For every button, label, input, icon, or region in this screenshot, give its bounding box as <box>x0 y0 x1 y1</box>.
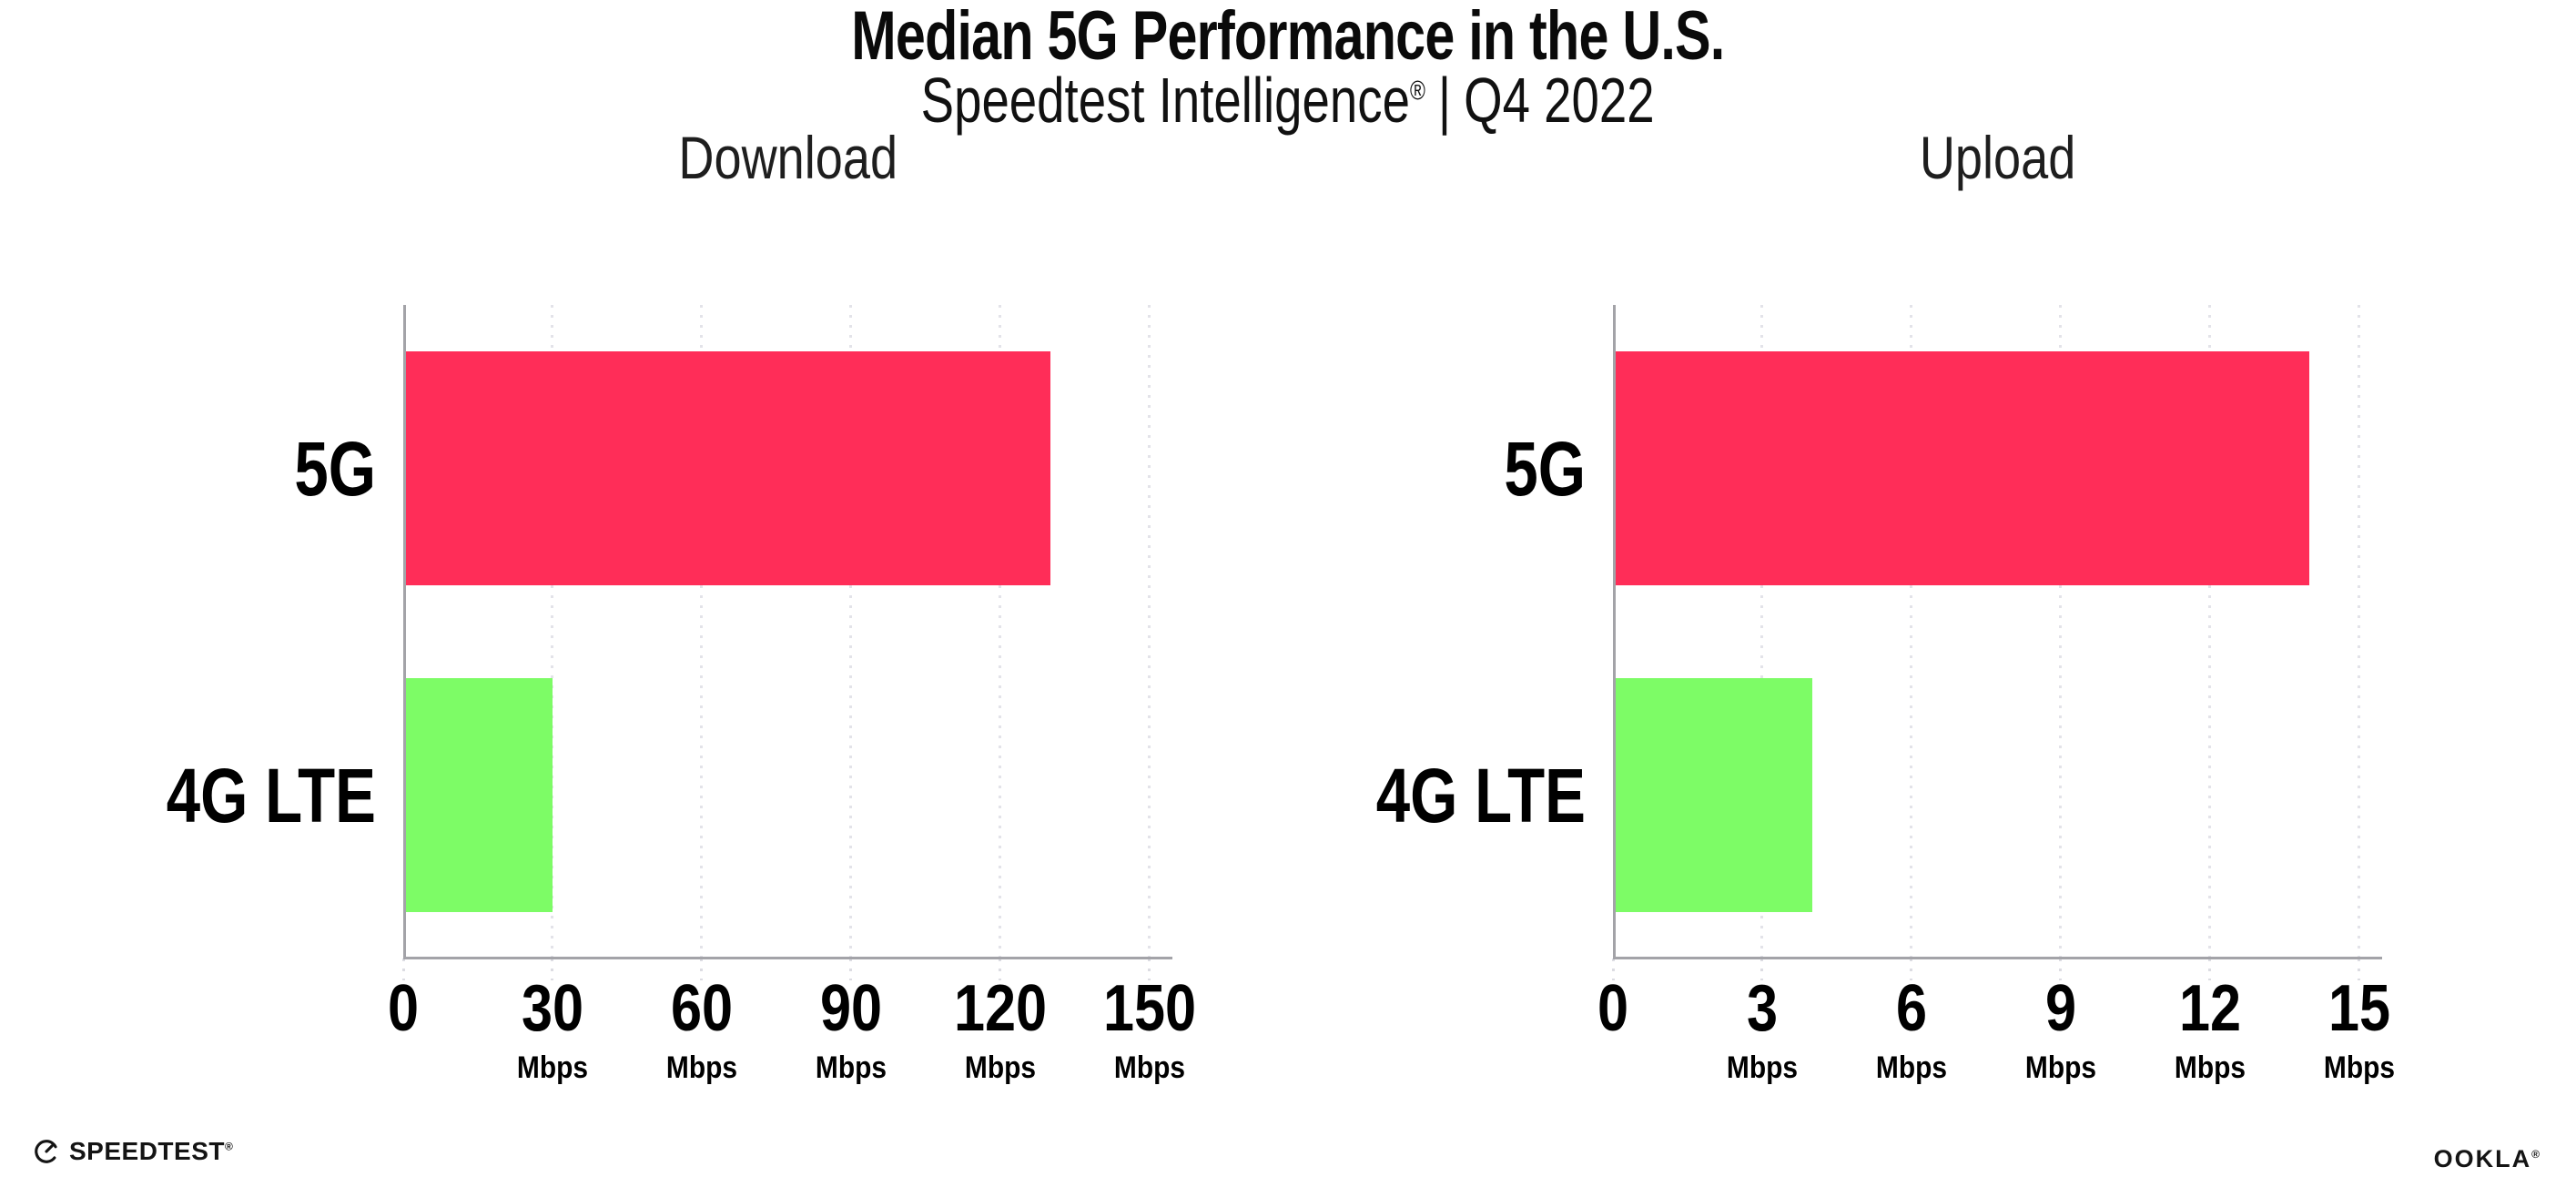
upload-tick-unit-9: Mbps <box>2024 1050 2097 1085</box>
upload-plot-area <box>1611 305 2382 980</box>
download-tick-label-30: 30 <box>521 972 584 1045</box>
download-tick-unit-30: Mbps <box>516 1050 589 1085</box>
download-tick-unit-90: Mbps <box>815 1050 887 1085</box>
download-category-label-5g: 5G <box>294 425 376 512</box>
chart-panel-upload: Upload 5G 4G LTE 0 3 Mbps 6 Mbps 9 Mbps 12 Mbps 15 Mb… <box>1376 0 2395 1197</box>
upload-tick-label-6: 6 <box>1895 972 1928 1045</box>
download-bar-5g <box>403 350 1050 585</box>
registered-mark: ® <box>1410 76 1426 107</box>
download-tick-label-60: 60 <box>670 972 734 1045</box>
upload-tick-mark-12 <box>2208 959 2212 980</box>
download-gridline-30 <box>551 305 554 959</box>
ookla-wordmark-text: OOKLA <box>2433 1145 2532 1172</box>
upload-gridline-9 <box>2059 305 2063 959</box>
download-tick-unit-120: Mbps <box>964 1050 1037 1085</box>
download-gridline-120 <box>999 305 1002 959</box>
download-category-label-4g-lte: 4G LTE <box>166 752 376 838</box>
upload-tick-unit-3: Mbps <box>1726 1050 1799 1085</box>
download-x-axis <box>403 957 1172 959</box>
subtitle-brand: Speedtest Intelligence <box>921 65 1411 136</box>
upload-tick-label-9: 9 <box>2044 972 2077 1045</box>
upload-category-label-4g-lte: 4G LTE <box>1375 752 1586 838</box>
speedtest-wordmark: SPEEDTEST® <box>69 1139 233 1164</box>
upload-tick-mark-6 <box>1910 959 1913 980</box>
download-tick-label-150: 150 <box>1102 972 1197 1045</box>
upload-bar-5g <box>1613 350 2310 585</box>
upload-tick-label-15: 15 <box>2328 972 2391 1045</box>
upload-tick-unit-6: Mbps <box>1875 1050 1948 1085</box>
download-y-axis <box>403 305 406 959</box>
download-gridline-150 <box>1148 305 1151 959</box>
download-tick-mark-60 <box>700 959 704 980</box>
download-gridline-90 <box>849 305 853 959</box>
speedtest-gauge-icon <box>35 1140 58 1163</box>
upload-gridline-6 <box>1910 305 1913 959</box>
upload-x-axis <box>1613 957 2382 959</box>
upload-tick-unit-12: Mbps <box>2174 1050 2246 1085</box>
ookla-registered-mark: ® <box>2531 1148 2541 1161</box>
upload-tick-mark-9 <box>2059 959 2063 980</box>
upload-tick-mark-15 <box>2358 959 2361 980</box>
upload-tick-mark-3 <box>1760 959 1764 980</box>
download-tick-mark-90 <box>849 959 853 980</box>
download-chart-title-text: Download <box>678 124 898 191</box>
download-tick-mark-150 <box>1148 959 1151 980</box>
download-tick-label-0: 0 <box>387 972 420 1045</box>
upload-y-axis <box>1613 305 1616 959</box>
upload-tick-mark-0 <box>1611 959 1615 980</box>
speedtest-wordmark-text: SPEEDTEST <box>69 1137 225 1165</box>
download-bar-4g-lte <box>403 677 553 912</box>
page-subtitle-text: Speedtest Intelligence® | Q4 2022 <box>921 65 1655 136</box>
download-tick-mark-30 <box>551 959 554 980</box>
upload-category-label-5g: 5G <box>1504 425 1586 512</box>
download-tick-unit-150: Mbps <box>1113 1050 1186 1085</box>
download-chart-title: Download <box>403 127 1172 188</box>
upload-gridline-12 <box>2208 305 2212 959</box>
speedtest-logo: SPEEDTEST® <box>33 1138 233 1165</box>
upload-chart-title: Upload <box>1613 127 2382 188</box>
upload-tick-unit-15: Mbps <box>2323 1050 2396 1085</box>
page-subtitle: Speedtest Intelligence® | Q4 2022 <box>0 65 2576 136</box>
chart-panel-download: Download 5G 4G LTE 0 30 Mbps 60 Mbps 90 Mbps 120 Mb… <box>167 0 1196 1197</box>
upload-gridline-3 <box>1760 305 1764 959</box>
download-tick-mark-120 <box>999 959 1002 980</box>
download-tick-mark-0 <box>401 959 405 980</box>
download-gridline-60 <box>700 305 704 959</box>
ookla-logo: OOKLA® <box>2434 1147 2541 1172</box>
upload-tick-label-12: 12 <box>2178 972 2242 1045</box>
subtitle-separator: | <box>1438 65 1452 136</box>
upload-chart-title-text: Upload <box>1919 124 2076 191</box>
download-tick-unit-60: Mbps <box>665 1050 738 1085</box>
download-tick-label-120: 120 <box>953 972 1048 1045</box>
upload-tick-label-0: 0 <box>1597 972 1629 1045</box>
download-plot-area <box>401 305 1172 980</box>
speedtest-registered-mark: ® <box>224 1140 234 1153</box>
download-tick-label-90: 90 <box>819 972 883 1045</box>
page-title-text: Median 5G Performance in the U.S. <box>851 0 1725 75</box>
upload-tick-label-3: 3 <box>1746 972 1779 1045</box>
subtitle-period: Q4 2022 <box>1464 65 1655 136</box>
upload-gridline-15 <box>2358 305 2361 959</box>
upload-bar-4g-lte <box>1613 677 1812 912</box>
page-title: Median 5G Performance in the U.S. <box>0 0 2576 73</box>
